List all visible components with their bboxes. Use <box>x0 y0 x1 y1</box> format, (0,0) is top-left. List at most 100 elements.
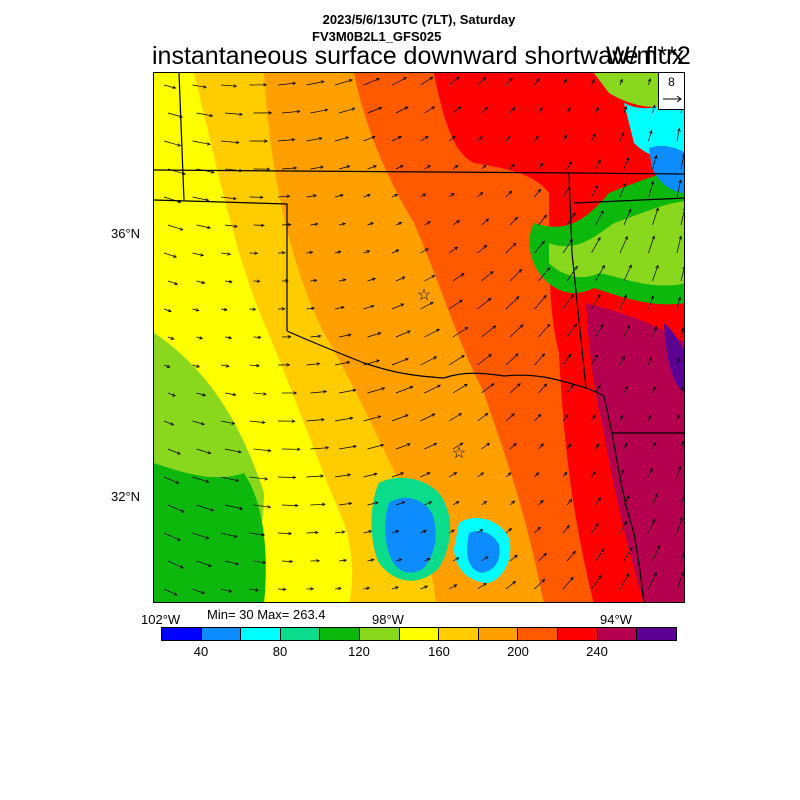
wind-arrow <box>652 545 661 562</box>
wind-arrow <box>363 360 380 366</box>
wind-arrow-head <box>678 179 682 184</box>
wind-arrow <box>192 252 204 256</box>
wind-arrow <box>481 383 495 394</box>
wind-arrow-head <box>570 576 574 581</box>
wind-arrow <box>477 77 486 86</box>
wind-arrow <box>310 279 317 282</box>
wind-arrow <box>534 240 545 254</box>
wind-arrow <box>623 209 632 226</box>
wind-arrow <box>623 386 628 394</box>
wind-arrow-head <box>374 501 379 505</box>
wind-arrow <box>277 476 296 478</box>
wind-arrow <box>163 140 181 147</box>
valid-time-label: 2023/5/6/13UTC (7LT), Saturday <box>322 12 516 27</box>
wind-arrow-head <box>460 354 465 359</box>
wind-arrow-head <box>310 587 314 591</box>
wind-arrow-head <box>654 493 658 498</box>
wind-arrow <box>448 76 460 86</box>
wind-arrow-head <box>179 114 184 118</box>
wind-arrow-head <box>626 573 630 578</box>
wind-arrow-head <box>351 107 356 111</box>
wind-arrow <box>363 78 380 86</box>
wind-arrow <box>281 504 299 506</box>
wind-arrow-head <box>483 244 488 249</box>
wind-arrow <box>391 358 409 366</box>
wind-arrow-head <box>572 550 576 555</box>
wind-arrow-head <box>595 522 599 527</box>
wind-arrow <box>367 444 384 450</box>
map-panel: ☆ ☆ <box>153 72 685 603</box>
wind-arrow <box>310 503 326 506</box>
wind-arrow <box>538 553 547 562</box>
wind-arrow-head <box>594 354 598 359</box>
wind-arrow <box>538 214 547 226</box>
wind-arrow-head <box>433 356 438 360</box>
wind-arrow-head <box>431 106 436 110</box>
wind-arrow <box>509 383 521 394</box>
wind-arrow-head <box>235 140 240 145</box>
wind-arrow <box>623 157 629 170</box>
wind-arrow-head <box>252 307 257 311</box>
wind-arrow <box>363 250 370 254</box>
wind-arrow <box>676 128 680 142</box>
wind-arrow-head <box>401 501 406 505</box>
wind-arrow <box>652 155 657 170</box>
wind-arrow-head <box>482 164 487 169</box>
wind-arrow-head <box>370 558 375 562</box>
wind-arrow-head <box>324 108 329 112</box>
wind-arrow <box>648 572 657 590</box>
wind-arrow-head <box>567 353 572 358</box>
wind-arrow <box>391 77 407 86</box>
wind-arrow <box>334 474 351 478</box>
wind-arrow <box>196 392 206 396</box>
wind-arrow-head <box>346 360 351 365</box>
wind-arrow-head <box>597 159 601 164</box>
wind-arrow-head <box>464 383 468 388</box>
wind-arrow <box>334 79 353 86</box>
wind-arrow-head <box>507 472 512 476</box>
colorbar-swatch <box>439 628 479 640</box>
colorbar-swatch <box>241 628 281 640</box>
wind-arrow <box>310 335 321 338</box>
wind-arrow <box>648 415 652 422</box>
wind-arrow-head <box>232 196 237 201</box>
wind-arrow-head <box>381 387 386 391</box>
wind-arrow <box>224 560 239 565</box>
wind-arrow-head <box>177 451 182 455</box>
wind-arrow-head <box>567 107 571 112</box>
wind-arrow-head <box>488 353 492 358</box>
wind-arrow-head <box>626 495 630 500</box>
wind-arrow <box>220 476 239 482</box>
wind-arrow <box>534 189 541 198</box>
wind-arrow <box>163 84 176 89</box>
wind-arrow <box>424 384 441 394</box>
wind-arrow-head <box>313 278 318 283</box>
wind-arrow-head <box>519 324 524 328</box>
wind-arrow-head <box>450 192 455 197</box>
wind-arrow-head <box>395 249 400 253</box>
wind-arrow <box>562 187 570 198</box>
wind-arrow <box>623 264 632 282</box>
wind-arrow-head <box>320 418 325 422</box>
wind-arrow <box>224 280 233 283</box>
wind-arrow-head <box>180 509 185 513</box>
wind-arrow-head <box>453 584 458 588</box>
wind-arrow <box>509 164 515 170</box>
wind-arrow <box>452 383 468 394</box>
wind-arrow <box>619 183 627 198</box>
wind-arrow-head <box>601 264 605 269</box>
wind-arrow-head <box>653 325 657 330</box>
wind-arrow <box>196 168 215 173</box>
wind-arrow <box>395 165 404 170</box>
wind-arrow-head <box>205 198 210 202</box>
wind-arrow-head <box>170 336 175 340</box>
wind-arrow <box>680 387 684 394</box>
wind-arrow-head <box>400 472 405 476</box>
wind-arrow <box>420 356 437 366</box>
wind-arrow-head <box>167 308 172 313</box>
wind-arrow-head <box>563 78 567 83</box>
wind-arrow <box>477 472 484 478</box>
wind-arrow-head <box>399 165 404 169</box>
wind-arrow <box>619 521 627 534</box>
units-label: W/m**2 <box>606 42 691 70</box>
